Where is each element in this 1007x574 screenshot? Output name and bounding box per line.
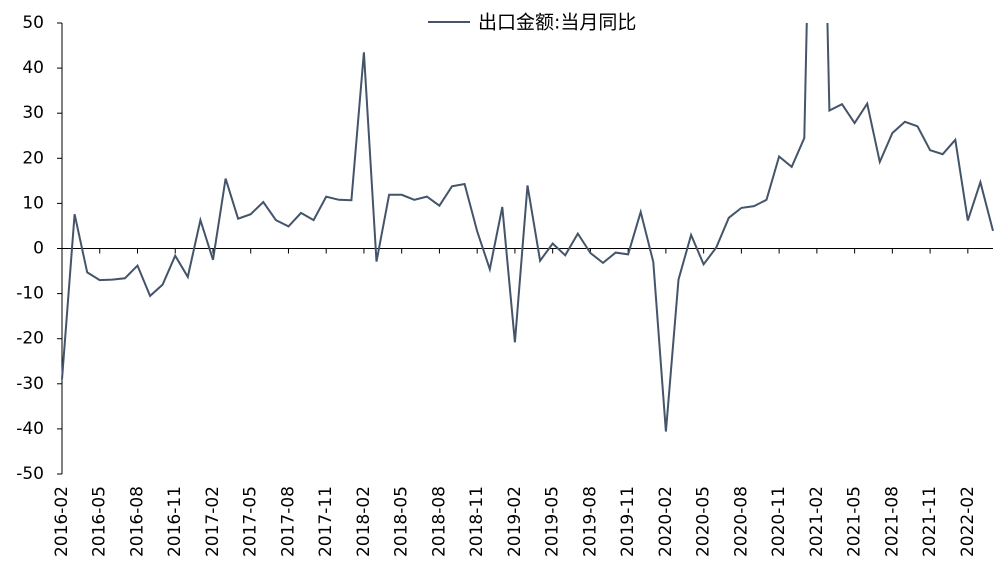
y-tick-label: 20 <box>22 148 44 168</box>
y-tick-label: -50 <box>16 464 44 484</box>
x-tick-label: 2021-05 <box>845 486 865 557</box>
x-tick-label: 2016-08 <box>127 486 147 557</box>
legend-label: 出口金额:当月同比 <box>478 12 636 34</box>
x-tick-label: 2020-08 <box>731 486 751 557</box>
y-tick-label: -40 <box>16 419 44 439</box>
x-tick-label: 2018-02 <box>354 486 374 557</box>
x-tick-label: 2019-02 <box>505 486 525 557</box>
x-tick-label: 2019-11 <box>618 486 638 557</box>
x-tick-label: 2021-02 <box>807 486 827 557</box>
x-tick-label: 2017-11 <box>316 486 336 557</box>
y-tick-label: 50 <box>22 13 44 33</box>
x-tick-label: 2016-02 <box>52 486 72 557</box>
x-tick-label: 2017-08 <box>278 486 298 557</box>
x-tick-label: 2017-05 <box>241 486 261 557</box>
x-tick-label: 2018-05 <box>392 486 412 557</box>
x-tick-label: 2018-11 <box>467 486 487 557</box>
y-tick-label: 10 <box>22 193 44 213</box>
y-tick-label: -20 <box>16 329 44 349</box>
x-tick-label: 2021-08 <box>882 486 902 557</box>
y-tick-label: -30 <box>16 374 44 394</box>
x-tick-label: 2019-05 <box>543 486 563 557</box>
x-tick-label: 2021-11 <box>920 486 940 557</box>
x-tick-label: 2020-05 <box>694 486 714 557</box>
x-tick-label: 2019-08 <box>580 486 600 557</box>
x-tick-label: 2020-02 <box>656 486 676 557</box>
x-tick-label: 2022-02 <box>958 486 978 557</box>
y-tick-label: 40 <box>22 58 44 78</box>
y-tick-label: 30 <box>22 103 44 123</box>
x-tick-label: 2016-11 <box>165 486 185 557</box>
x-tick-label: 2020-11 <box>769 486 789 557</box>
y-tick-label: -10 <box>16 284 44 304</box>
x-tick-label: 2016-05 <box>90 486 110 557</box>
series-line <box>61 23 994 432</box>
x-tick-label: 2017-02 <box>203 486 223 557</box>
x-tick-label: 2018-08 <box>429 486 449 557</box>
y-tick-label: 0 <box>33 239 44 259</box>
